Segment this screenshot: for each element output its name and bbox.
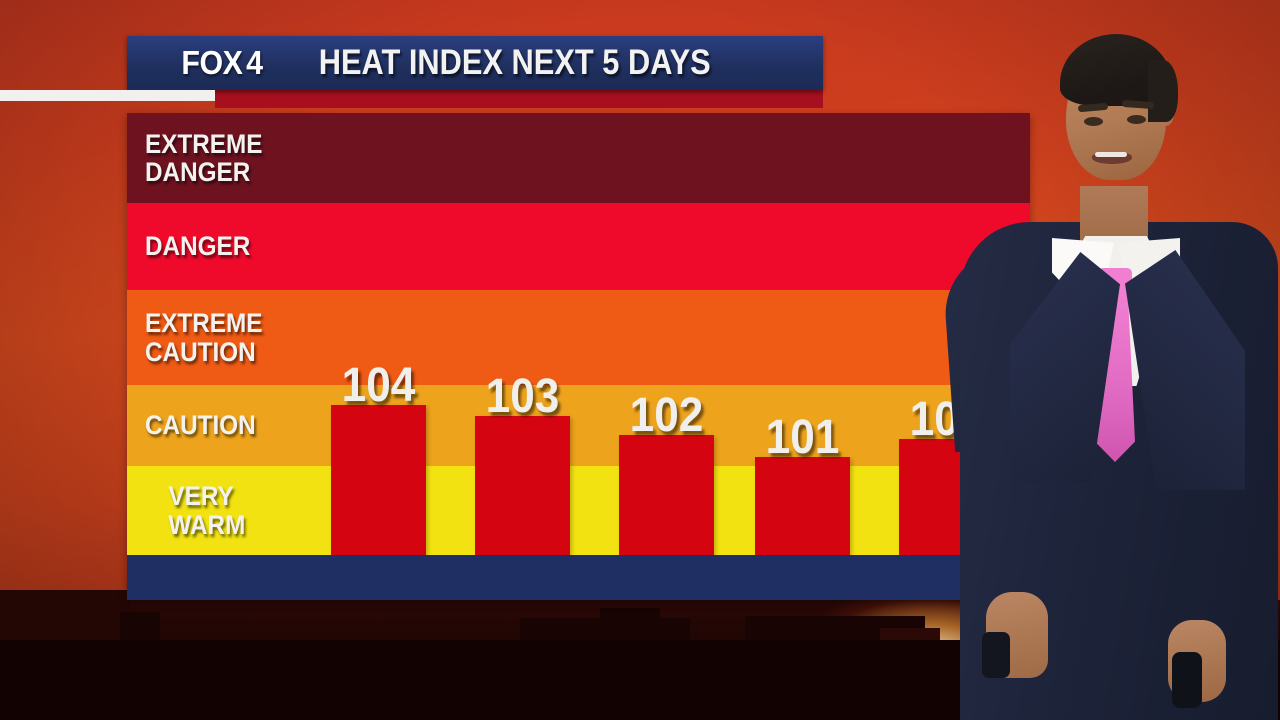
presenter-teeth [1095,152,1127,157]
accent-strip-white [0,90,215,101]
presenter-sideburn [1148,60,1178,122]
heat-index-band-very-warm: VERY WARM [127,466,1030,555]
bar-value-wed: 102 [629,389,704,442]
bar-mon [331,405,426,555]
bar-value-mon: 104 [341,359,416,412]
heat-index-band-extreme-caution: EXTREME CAUTION [127,290,1030,385]
bar-value-tue: 103 [485,370,560,423]
presenter-eye-left [1084,117,1103,126]
bar-tue [475,416,570,555]
bar-value-thu: 101 [765,411,840,464]
band-label: EXTREME CAUTION [145,308,263,367]
fox-logo-number: 4 [246,44,263,81]
heat-index-band-extreme-danger: EXTREME DANGER [127,113,1030,203]
page-title: HEAT INDEX NEXT 5 DAYS [318,43,711,82]
graphic-title-bar: FOX 4 HEAT INDEX NEXT 5 DAYS [127,36,823,90]
accent-strip-red [215,90,823,108]
heat-index-band-caution: CAUTION [127,385,1030,466]
presenter-clicker [982,632,1010,678]
presenter-clicker-second [1172,652,1202,708]
fox-logo-text: FOX [181,44,243,81]
bar-wed [619,435,714,555]
presenter-eye-right [1127,115,1146,124]
band-label: CAUTION [145,410,256,441]
heat-index-band-danger: DANGER [127,203,1030,290]
fox4-logo: FOX 4 [135,44,310,82]
band-label: EXTREME DANGER [145,128,263,187]
bar-thu [755,457,850,555]
day-axis-bar [127,555,1030,600]
band-label: DANGER [145,231,251,262]
heat-index-chart: EXTREME DANGER DANGER EXTREME CAUTION CAUTI… [127,113,1030,600]
band-label: VERY WARM [168,481,246,540]
meteorologist [940,0,1280,720]
